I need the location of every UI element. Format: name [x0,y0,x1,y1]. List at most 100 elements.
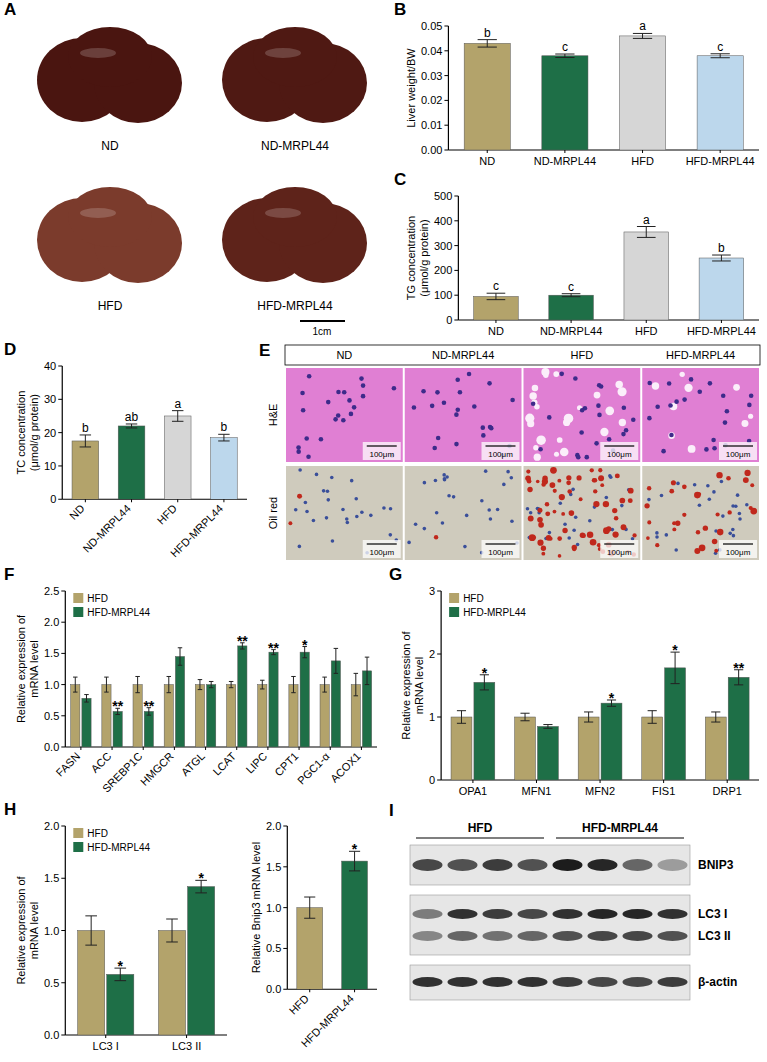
error-bar [711,54,730,58]
bar [320,685,329,747]
nucleus [668,403,673,408]
x-tick [727,780,728,783]
vacuole [541,368,549,376]
x-tick-label: HFD [287,992,312,1017]
micrograph [642,368,759,462]
nucleus [708,381,713,386]
error-bar [543,725,552,729]
plot-area [451,652,749,780]
nucleus [296,449,301,454]
bar [227,685,236,747]
significance: * [352,841,358,857]
y-tick [444,150,448,151]
band [553,909,583,919]
error-line [525,713,526,721]
lipid-droplet [598,468,602,472]
error-cap [543,724,552,725]
x-tick-label: LC3 II [172,1040,201,1052]
error-line [211,681,212,687]
bar [464,43,510,150]
x-tick-label: HFD-MRPL44 [687,325,756,337]
band [448,977,478,987]
panel-letter: D [4,340,16,359]
bar [549,295,594,320]
bar [102,685,111,747]
x-tick [177,499,178,502]
bar [188,887,215,1035]
nucleus [573,376,578,381]
scale-patch [600,540,638,558]
vacuole [554,452,559,457]
nucleus [360,510,364,514]
scale-bar-label: 100μm [488,548,513,557]
y-axis-title: mRNA level [413,657,425,714]
vacuole [680,372,685,377]
x-tick-label: ND-MRPL44 [534,155,596,167]
error-line [86,695,87,702]
error-line [461,711,462,724]
bar [451,717,472,780]
x-tick [354,989,355,992]
x-tick [487,150,488,153]
nucleus [307,374,312,379]
error-cap [198,689,202,690]
nucleus [728,532,732,536]
nucleus [480,499,484,503]
lipid-droplet [727,510,731,514]
error-cap [80,446,91,447]
error-line [199,680,200,690]
error-bar [172,411,183,422]
error-line [262,680,263,689]
bar [699,258,744,320]
nucleus [712,446,717,451]
panel-letter: C [394,170,406,189]
lipid-droplet [744,470,750,476]
nucleus [580,408,585,413]
nucleus [341,418,346,423]
nucleus [661,449,666,454]
y-axis-title: TC concentration [15,391,27,475]
significance: * [609,690,615,706]
nucleus [361,394,366,399]
lipid-droplet [655,543,659,547]
group-label: HFD [468,821,493,835]
y-tick-label: 1.0 [44,679,59,691]
lipid-droplet [550,482,556,488]
error-cap [229,687,233,688]
lipid-droplet [529,534,536,541]
band [553,859,583,871]
y-tick-label: 3 [429,585,435,597]
error-cap [126,427,137,428]
x-tick-label: ND [479,155,495,167]
vacuole [533,445,538,450]
y-axis-title: Relative Bnip3 mRNA level [250,842,262,973]
bar [71,685,80,747]
band [483,909,513,919]
y-tick [61,591,65,592]
error-cap [711,722,720,723]
y-tick [444,50,448,51]
scale-patch [719,540,757,558]
x-tick-label: ND-MRPL44 [540,325,602,337]
band [553,977,583,987]
lipid-droplet [559,494,565,500]
legend-swatch [73,607,83,617]
panel-letter: H [4,800,16,819]
x-tick [720,150,721,153]
nucleus [599,384,604,389]
error-bar [85,916,97,945]
error-cap [349,870,360,871]
nucleus [355,515,359,519]
band [413,909,443,919]
lipid-droplet [537,540,543,546]
vacuole [668,432,675,439]
bar [342,861,368,989]
error-cap [365,684,369,685]
nucleus [506,470,510,474]
panel-letter: B [394,0,406,19]
y-tick-label: 0 [50,493,56,505]
y-tick [61,715,65,716]
scale-patch [363,540,401,558]
nucleus [352,405,357,410]
nucleus [558,501,562,505]
